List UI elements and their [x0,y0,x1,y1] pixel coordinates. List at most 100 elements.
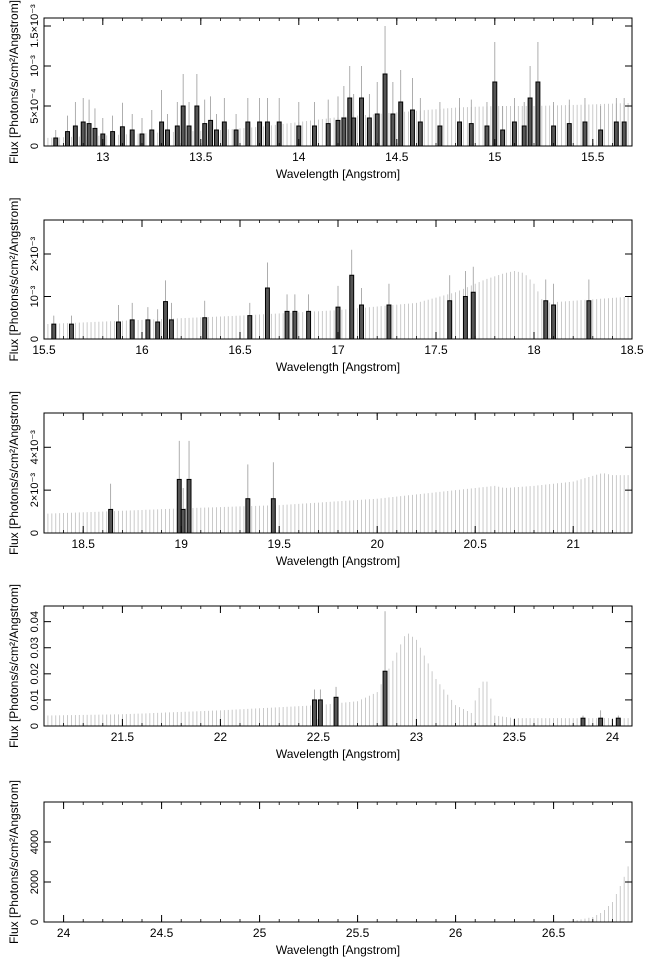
panel-3: 18.5 19 19.5 20 20.5 21 0 2×10⁻³ 4×10⁻³ Wavelengt… [7,391,633,568]
x-tick-label: 23 [410,730,424,744]
data-bin [186,125,192,147]
data-bin [176,478,182,534]
data-bin [221,121,227,147]
x-tick-label: 17 [331,343,345,357]
data-bin [194,105,200,147]
data-bin [598,717,604,727]
data-bin [276,121,282,147]
data-bin [202,123,208,147]
y-tick-label: 10⁻³ [29,55,41,77]
panel-4: 21.5 22 22.5 23 23.5 24 0 0.01 0.02 0.03 0.04 Wavel… [7,584,633,761]
data-bin [149,129,155,147]
data-bin [292,310,298,340]
data-bin [53,137,59,147]
data-bin [386,304,392,340]
data-bin [155,321,161,340]
data-bin [347,97,353,147]
y-tick-label: 2×10⁻³ [29,473,41,508]
data-bin [551,304,557,340]
model-curve [43,633,633,726]
data-bin [543,300,549,340]
y-axis-label: Flux [Photons/s/cm²/Angstrom] [7,584,21,748]
x-tick-label: 15.5 [581,150,605,164]
y-axis-label: Flux [Photons/s/cm²/Angstrom] [7,780,21,944]
y-tick-label: 10⁻³ [29,285,41,307]
data-bin [51,323,57,340]
data-bin [245,121,251,147]
data-bin [264,121,270,147]
x-tick-label: 25.5 [346,926,370,940]
y-tick-label: 0 [29,919,41,925]
data-bin [233,129,239,147]
data-bin [72,125,78,147]
data-bin [247,315,253,340]
data-bin [116,321,121,340]
y-tick-label: 0 [29,723,41,729]
data-bin [306,310,312,340]
data-bin [566,123,572,147]
data-bin [214,129,219,147]
data-bin [390,113,396,147]
x-tick-label: 15 [488,150,502,164]
x-tick-label: 16.5 [228,343,252,357]
data-bin [335,119,341,147]
x-tick-label: 18 [527,343,541,357]
data-bin [110,131,116,147]
data-bin [492,81,498,147]
data-bin [521,125,527,147]
data-bin [447,300,453,340]
x-tick-label: 26 [449,926,463,940]
x-tick-label: 21 [567,537,581,551]
x-axis-label: Wavelength [Angstrom] [276,943,400,957]
data-bin [92,127,98,147]
data-bin [500,129,506,147]
y-tick-label: 1.5×10⁻³ [29,4,41,48]
x-tick-label: 24 [606,730,620,744]
x-axis-label: Wavelength [Angstrom] [276,747,400,761]
x-tick-label: 24 [57,926,71,940]
y-tick-label: 0 [29,530,41,536]
data-bin [351,117,357,147]
data-bin [382,670,388,727]
data-bin [129,129,135,147]
data-bin [312,699,317,727]
plot-frame [43,801,633,923]
x-tick-label: 19.5 [268,537,292,551]
data-bin [163,301,168,340]
data-bin [245,498,251,534]
x-tick-label: 20.5 [464,537,488,551]
data-bin [382,73,388,147]
x-tick-label: 18.5 [72,537,96,551]
data-bin [257,121,263,147]
x-tick-label: 15.5 [32,343,56,357]
x-tick-label: 14 [292,150,306,164]
y-tick-label: 0.01 [29,689,41,710]
x-tick-label: 23.5 [503,730,527,744]
x-tick-label: 16 [135,343,149,357]
data-bin [145,319,151,340]
data-bin [410,109,415,147]
data-bin [374,113,380,147]
data-bin [264,287,270,340]
data-bin [417,121,423,147]
data-bin [108,508,114,534]
model-curve [557,856,633,922]
x-axis-label: Wavelength [Angstrom] [276,554,400,568]
data-bin [470,291,476,340]
y-tick-label: 0.02 [29,663,41,684]
data-bin [174,125,180,147]
data-bin [359,97,364,147]
data-bin [613,121,619,147]
data-bin [159,121,165,147]
data-bin [598,129,604,147]
x-tick-label: 21.5 [111,730,135,744]
y-tick-label: 2000 [29,870,41,894]
data-bin [284,310,290,340]
y-tick-label: 5×10⁻⁴ [29,88,41,124]
y-axis-label: Flux [Photons/s/cm²/Angstrom] [7,391,21,555]
data-bin [325,123,331,147]
data-bin [462,296,468,340]
x-tick-label: 22.5 [307,730,331,744]
x-tick-label: 24.5 [150,926,174,940]
data-bin [317,699,323,727]
